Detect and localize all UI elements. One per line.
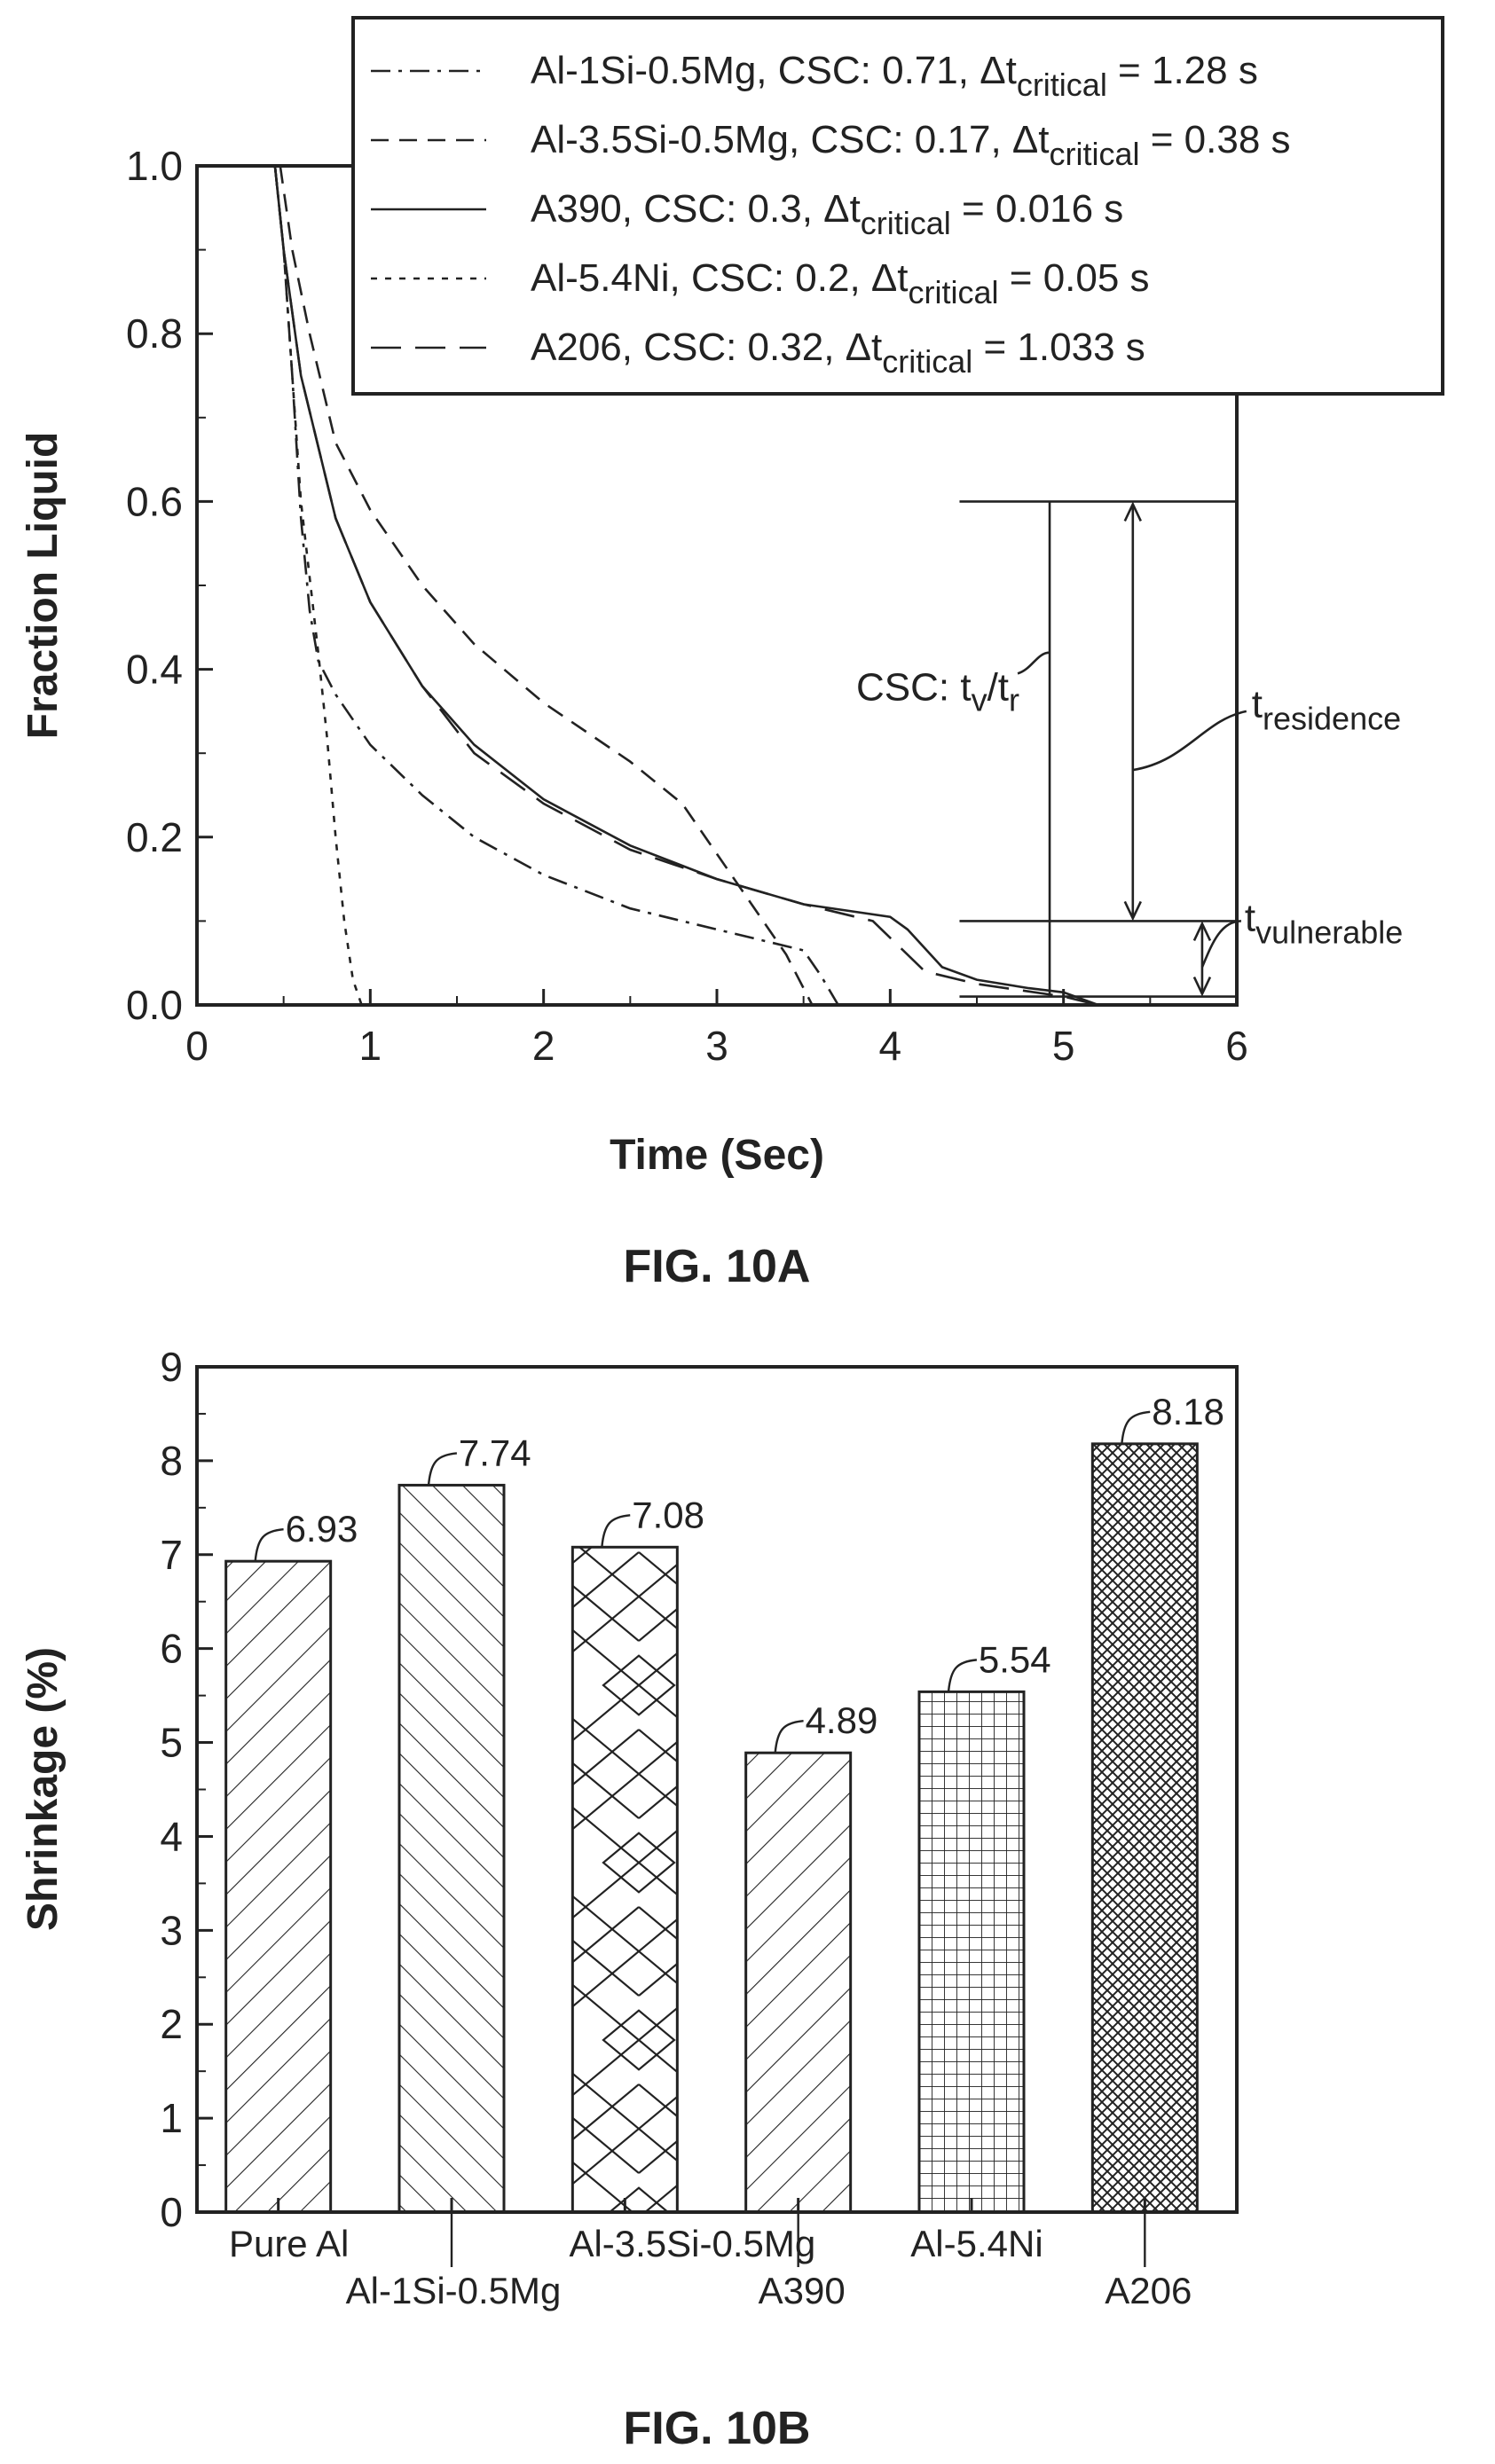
y-tick-label-b: 4 xyxy=(160,1813,183,1859)
legend-entry-5: A206, CSC: 0.32, Δtcritical = 1.033 s xyxy=(531,326,1145,380)
y-tick-label-b: 2 xyxy=(160,2001,183,2047)
legend-entry-1: Al-1Si-0.5Mg, CSC: 0.71, Δtcritical = 1.… xyxy=(531,49,1258,103)
vulnerable-arrow-head xyxy=(1192,921,1212,941)
csc-leader xyxy=(1017,651,1050,675)
series-line-2 xyxy=(279,165,814,1006)
value-leader xyxy=(1121,1410,1151,1444)
vulnerable-leader xyxy=(1200,920,1242,968)
category-label-3: Al-3.5Si-0.5Mg xyxy=(569,2223,815,2264)
y-axis-b: 0 1 2 3 4 5 6 7 8 9 xyxy=(160,1344,213,2235)
vulnerable-arrow-head xyxy=(1192,976,1212,997)
shrinkage-chart: 6.93 7.74 7.08 4.89 5.54 8.18 0 1 2 3 4 5 6 7 8 9 Pure… xyxy=(20,1344,1239,2454)
bar-1 xyxy=(224,1559,333,2214)
x-axis-label-a: Time (Sec) xyxy=(610,1132,824,1179)
figure-caption-b: FIG. 10B xyxy=(624,2403,811,2454)
series-line-4 xyxy=(273,165,363,1006)
y-tick-label-a: 0.4 xyxy=(126,647,183,693)
y-tick-label-a: 0.8 xyxy=(126,310,183,357)
x-tick-label-a: 6 xyxy=(1225,1023,1248,1069)
category-label-4: A390 xyxy=(759,2270,846,2311)
fraction-liquid-chart: 0.0 0.2 0.4 0.6 0.8 1.0 0 1 2 3 4 5 6 CSC: tv/tr tre… xyxy=(20,16,1444,1292)
bar-4 xyxy=(744,1751,853,2214)
x-tick-label-a: 1 xyxy=(359,1023,382,1069)
legend-entry-4: Al-5.4Ni, CSC: 0.2, Δtcritical = 0.05 s xyxy=(531,256,1150,310)
residence-label: tresidence xyxy=(1252,682,1401,736)
legend: Al-1Si-0.5Mg, CSC: 0.71, Δtcritical = 1.… xyxy=(371,49,1291,380)
y-tick-label-b: 9 xyxy=(160,1344,183,1390)
y-tick-label-b: 6 xyxy=(160,1626,183,1672)
y-tick-label-a: 1.0 xyxy=(126,143,183,189)
y-tick-label-a: 0.2 xyxy=(126,814,183,860)
vulnerable-label: tvulnerable xyxy=(1245,897,1403,951)
y-tick-label-a: 0.0 xyxy=(126,982,183,1028)
y-axis-label-b: Shrinkage (%) xyxy=(20,1647,67,1931)
bar-2 xyxy=(397,1483,506,2214)
value-leader xyxy=(427,1452,458,1486)
x-tick-label-a: 4 xyxy=(879,1023,902,1069)
figure-caption-a: FIG. 10A xyxy=(624,1241,811,1292)
x-tick-label-a: 0 xyxy=(185,1023,209,1069)
value-leader xyxy=(947,1659,978,1692)
y-axis-label-a: Fraction Liquid xyxy=(20,432,67,740)
legend-entry-3: A390, CSC: 0.3, Δtcritical = 0.016 s xyxy=(531,187,1123,241)
category-label-6: A206 xyxy=(1105,2270,1192,2311)
value-leader xyxy=(601,1514,631,1548)
value-label-1: 6.93 xyxy=(286,1508,358,1550)
legend-entry-2: Al-3.5Si-0.5Mg, CSC: 0.17, Δtcritical = … xyxy=(531,118,1291,172)
legend-box xyxy=(351,16,1444,396)
y-tick-label-a: 0.6 xyxy=(126,478,183,524)
y-tick-label-b: 1 xyxy=(160,2095,183,2141)
y-tick-label-b: 5 xyxy=(160,1720,183,1766)
residence-arrow-head xyxy=(1123,900,1142,922)
x-axis-a: 0 1 2 3 4 5 6 xyxy=(185,989,1248,1069)
category-label-2: Al-1Si-0.5Mg xyxy=(346,2270,562,2311)
y-tick-label-b: 3 xyxy=(160,1907,183,1953)
y-axis-a: 0.0 0.2 0.4 0.6 0.8 1.0 xyxy=(126,143,213,1028)
value-label-3: 7.08 xyxy=(632,1494,704,1535)
residence-leader xyxy=(1132,710,1247,772)
y-tick-label-b: 7 xyxy=(160,1532,183,1578)
value-label-2: 7.74 xyxy=(459,1432,531,1473)
value-leader xyxy=(774,1720,804,1754)
x-tick-label-a: 2 xyxy=(532,1023,555,1069)
value-label-5: 5.54 xyxy=(979,1638,1051,1680)
csc-label: CSC: tv/tr xyxy=(856,666,1019,718)
category-label-5: Al-5.4Ni xyxy=(910,2223,1043,2264)
x-tick-label-a: 5 xyxy=(1052,1023,1075,1069)
bar-5 xyxy=(917,1690,1026,2214)
bars-group: 6.93 7.74 7.08 4.89 5.54 8.18 xyxy=(224,1391,1224,2214)
csc-annotation: CSC: tv/tr tresidence tvulnerable xyxy=(856,500,1403,998)
value-label-4: 4.89 xyxy=(806,1699,878,1741)
y-tick-label-b: 8 xyxy=(160,1438,183,1484)
series-line-1 xyxy=(273,165,839,1006)
plot-frame-b xyxy=(195,1365,1239,2214)
bar-6 xyxy=(1090,1442,1199,2214)
value-label-6: 8.18 xyxy=(1152,1391,1224,1432)
bar-3 xyxy=(570,1545,679,2214)
residence-arrow-head xyxy=(1123,501,1142,522)
series-group-a xyxy=(273,165,1099,1007)
x-tick-label-a: 3 xyxy=(705,1023,728,1069)
value-leader xyxy=(254,1527,284,1562)
y-tick-label-b: 0 xyxy=(160,2189,183,2235)
series-line-5 xyxy=(273,165,1099,1007)
category-label-1: Pure Al xyxy=(229,2223,349,2264)
